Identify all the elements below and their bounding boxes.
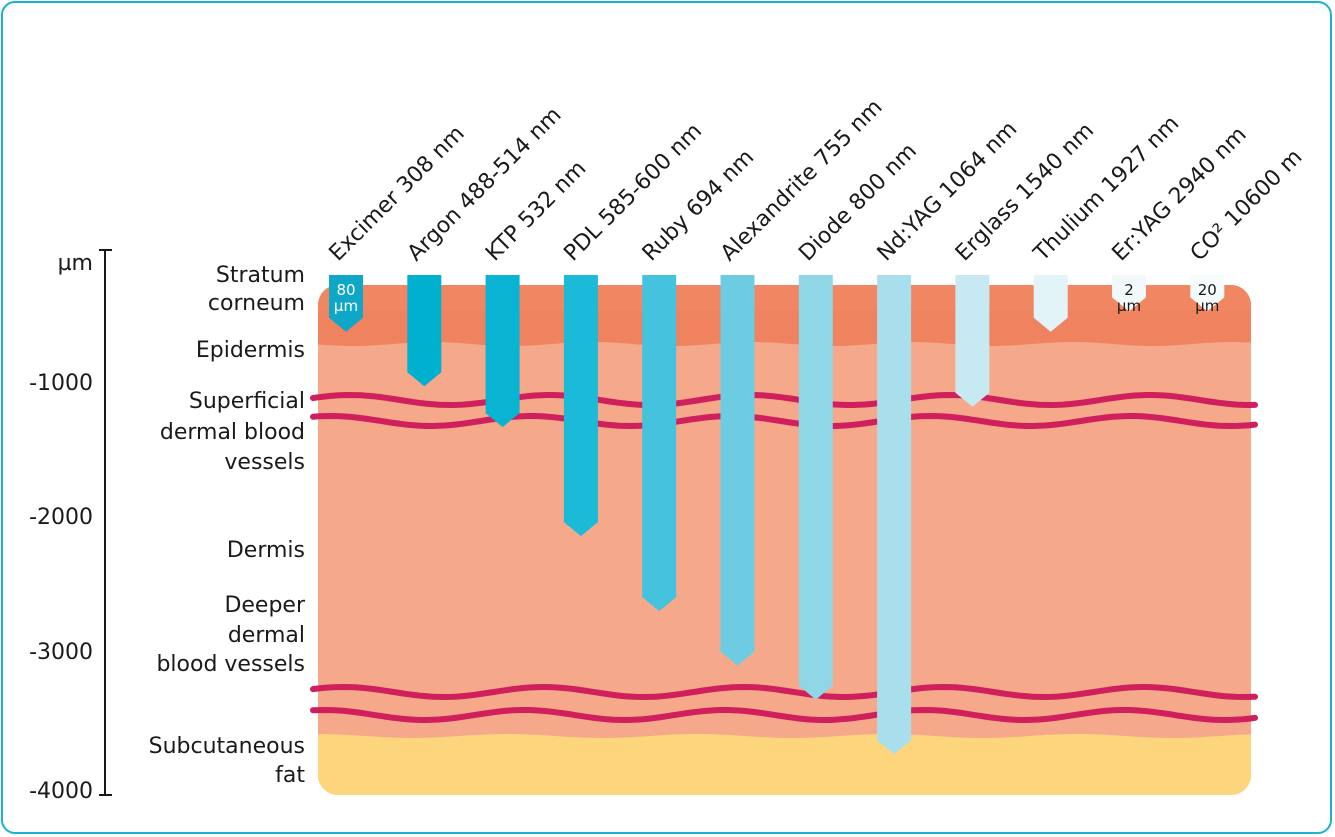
laser-arrow <box>485 275 520 428</box>
subcutaneous-fat-layer <box>318 734 1251 795</box>
laser-label: Excimer 308 nm <box>325 121 470 266</box>
stratum-corneum-layer <box>318 285 1251 346</box>
arrow-depth-note: µm <box>334 297 358 315</box>
laser-label: Erglass 1540 nm <box>951 118 1099 266</box>
deeper-vessel-line <box>310 706 1258 724</box>
layer-label-line: Deeper <box>224 593 306 618</box>
layer-label-line: Superficial <box>189 389 305 414</box>
layer-label-line: dermal blood <box>160 420 305 445</box>
axis-tick-label: -3000 <box>29 640 93 665</box>
superficial-vessel-line <box>310 412 1258 430</box>
axis-tick-label: -1000 <box>29 371 93 396</box>
laser-arrow <box>1190 275 1225 312</box>
layer-label-line: fat <box>275 763 305 788</box>
laser-label: Thulium 1927 nm <box>1029 111 1185 267</box>
blood-vessels <box>310 391 1258 724</box>
deeper-vessel-line <box>310 683 1258 701</box>
axis-unit-label: µm <box>58 251 93 276</box>
layer-label-line: corneum <box>208 291 305 316</box>
laser-arrow <box>955 275 990 407</box>
laser-arrow <box>798 275 833 700</box>
arrow-depth-note: µm <box>1117 297 1141 315</box>
superficial-vessel-line <box>310 391 1258 409</box>
layer-label-line: dermal <box>228 623 305 648</box>
axis-tick-label: -2000 <box>29 505 93 530</box>
laser-label: PDL 585-600 nm <box>559 119 707 267</box>
depth-axis: µm -1000 -2000 -3000 -4000 <box>29 249 112 804</box>
laser-arrow <box>563 275 598 537</box>
arrow-depth-note: 2 <box>1124 281 1134 299</box>
layer-label-line: Subcutaneous <box>149 734 305 759</box>
laser-arrow <box>642 275 677 612</box>
arrow-depth-note: µm <box>1195 297 1219 315</box>
arrow-depth-note: 80 <box>336 281 355 299</box>
layer-label-line: Epidermis <box>196 338 305 363</box>
laser-label: Er:YAG 2940 nm <box>1108 122 1252 266</box>
laser-label: Nd:YAG 1064 nm <box>873 117 1023 267</box>
layer-labels: Stratum corneum Epidermis Superficial de… <box>149 263 306 788</box>
axis-tick-label: -4000 <box>29 779 93 804</box>
laser-arrow <box>877 275 912 755</box>
arrow-depth-note: 20 <box>1198 281 1217 299</box>
laser-arrow <box>407 275 442 387</box>
laser-arrow <box>329 275 363 332</box>
laser-arrow <box>720 275 755 666</box>
layer-label-line: blood vessels <box>156 652 305 677</box>
layer-label-line: Dermis <box>227 538 305 563</box>
laser-arrow <box>1033 275 1068 332</box>
layer-label-line: vessels <box>224 450 305 475</box>
layer-label-line: Stratum <box>216 263 305 288</box>
epidermis-band <box>318 285 1251 310</box>
skin-block <box>318 285 1251 795</box>
laser-label: Argon 488-514 nm <box>403 103 567 267</box>
laser-arrow <box>1112 275 1146 312</box>
